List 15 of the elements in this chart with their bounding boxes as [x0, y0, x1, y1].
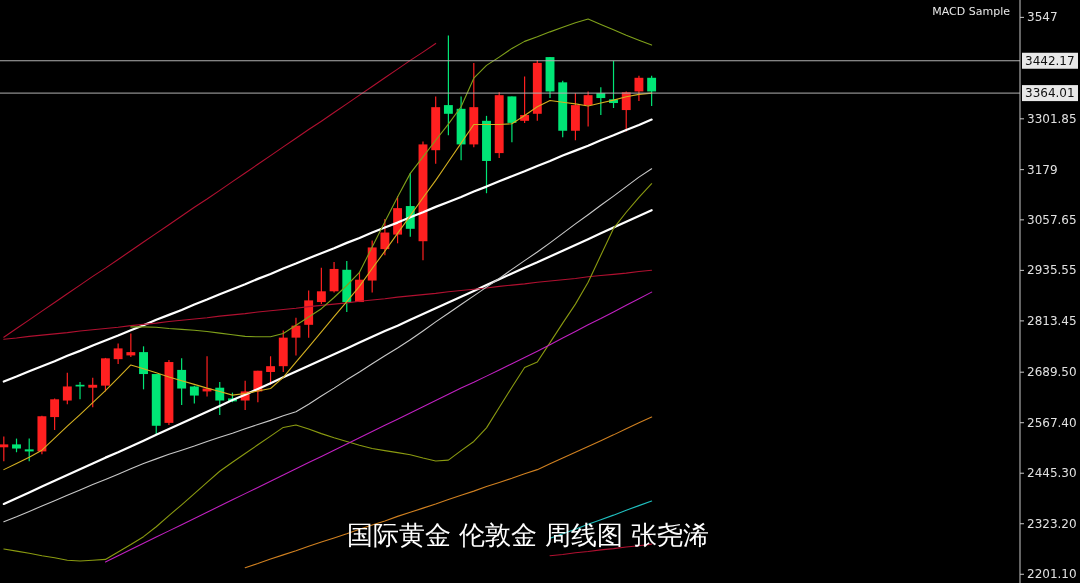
- y-tick-label: 3179: [1027, 162, 1058, 177]
- y-tick-label: 3057.65: [1027, 212, 1077, 227]
- ref-line-label: 3364.01: [1025, 86, 1075, 101]
- text: MACD Sample: [932, 5, 1011, 18]
- y-tick-label: 2567.40: [1027, 415, 1077, 430]
- y-tick-label: 2323.20: [1027, 516, 1077, 531]
- y-tick-label: 2201.10: [1027, 567, 1077, 582]
- y-tick-label: 2689.50: [1027, 365, 1077, 380]
- y-tick-label: 2935.55: [1027, 263, 1077, 278]
- y-tick-label: 3301.85: [1027, 111, 1077, 126]
- ref-line-label: 3442.17: [1025, 53, 1075, 68]
- text: 国际黄金 伦敦金 周线图 张尧浠: [346, 520, 710, 550]
- y-tick-label: 2813.45: [1027, 313, 1077, 328]
- y-tick-label: 2445.30: [1027, 466, 1077, 481]
- y-tick-label: 3547: [1027, 10, 1058, 25]
